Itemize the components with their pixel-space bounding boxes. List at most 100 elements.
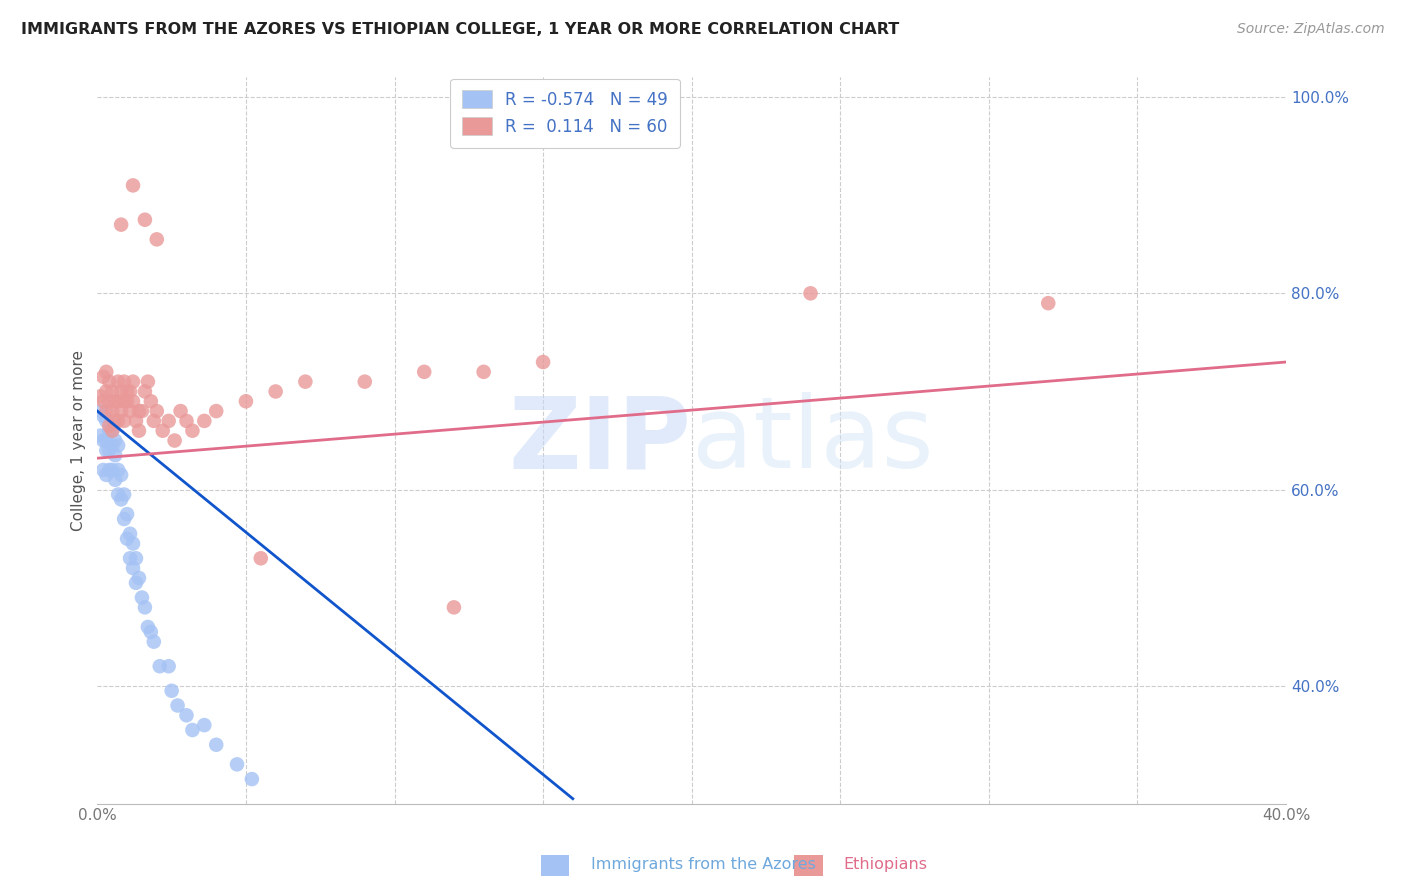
Point — [112, 512, 135, 526]
Point — [91, 434, 114, 448]
Point — [122, 375, 145, 389]
Point — [110, 404, 132, 418]
Point — [226, 757, 249, 772]
Point — [112, 375, 135, 389]
Point — [118, 404, 141, 418]
Point — [205, 738, 228, 752]
Point — [98, 418, 121, 433]
Point — [91, 394, 114, 409]
Point — [107, 394, 129, 409]
Point — [128, 404, 150, 418]
Point — [91, 463, 114, 477]
Point — [115, 532, 138, 546]
Point — [91, 409, 114, 423]
Point — [98, 394, 121, 409]
Point — [240, 772, 263, 786]
Point — [139, 624, 162, 639]
Point — [122, 536, 145, 550]
Point — [146, 404, 169, 418]
Point — [112, 487, 135, 501]
Point — [157, 659, 180, 673]
Point — [163, 434, 186, 448]
Point — [98, 463, 121, 477]
Point — [101, 438, 124, 452]
Point — [472, 365, 495, 379]
Text: IMMIGRANTS FROM THE AZORES VS ETHIOPIAN COLLEGE, 1 YEAR OR MORE CORRELATION CHAR: IMMIGRANTS FROM THE AZORES VS ETHIOPIAN … — [21, 22, 900, 37]
Point — [181, 723, 204, 737]
Point — [128, 571, 150, 585]
Point — [131, 591, 153, 605]
Text: ZIP: ZIP — [509, 392, 692, 489]
Point — [107, 463, 129, 477]
Point — [96, 365, 118, 379]
Point — [104, 473, 127, 487]
Point — [205, 404, 228, 418]
Point — [107, 375, 129, 389]
Text: Ethiopians: Ethiopians — [844, 857, 928, 872]
Point — [1038, 296, 1060, 310]
Point — [122, 394, 145, 409]
Point — [249, 551, 271, 566]
Point — [104, 448, 127, 462]
Point — [115, 394, 138, 409]
Point — [142, 634, 165, 648]
Point — [125, 575, 148, 590]
Point — [169, 404, 191, 418]
Y-axis label: College, 1 year or more: College, 1 year or more — [72, 350, 86, 531]
Point — [112, 394, 135, 409]
Point — [101, 424, 124, 438]
Point — [176, 414, 198, 428]
Point — [353, 375, 375, 389]
Point — [235, 394, 257, 409]
Point — [101, 463, 124, 477]
Legend: R = -0.574   N = 49, R =  0.114   N = 60: R = -0.574 N = 49, R = 0.114 N = 60 — [450, 78, 679, 147]
Point — [96, 434, 118, 448]
Point — [181, 424, 204, 438]
Point — [134, 212, 156, 227]
Point — [89, 389, 111, 403]
Point — [125, 414, 148, 428]
Point — [443, 600, 465, 615]
Point — [89, 404, 111, 418]
Point — [160, 683, 183, 698]
Text: Immigrants from the Azores: Immigrants from the Azores — [591, 857, 815, 872]
Point — [104, 434, 127, 448]
Point — [176, 708, 198, 723]
Text: Source: ZipAtlas.com: Source: ZipAtlas.com — [1237, 22, 1385, 37]
Point — [96, 404, 118, 418]
Point — [118, 384, 141, 399]
Point — [89, 428, 111, 442]
Point — [110, 467, 132, 482]
Point — [125, 551, 148, 566]
Point — [136, 620, 159, 634]
Point — [91, 369, 114, 384]
Point — [101, 404, 124, 418]
Point — [134, 384, 156, 399]
Point — [115, 384, 138, 399]
Point — [264, 384, 287, 399]
Point — [413, 365, 436, 379]
Point — [134, 600, 156, 615]
Point — [118, 551, 141, 566]
Point — [96, 384, 118, 399]
Point — [112, 414, 135, 428]
Point — [142, 414, 165, 428]
Point — [193, 414, 215, 428]
Point — [104, 414, 127, 428]
Point — [152, 424, 174, 438]
Point — [122, 561, 145, 575]
Point — [128, 424, 150, 438]
Point — [799, 286, 821, 301]
Point — [107, 487, 129, 501]
Point — [107, 438, 129, 452]
Point — [110, 384, 132, 399]
Point — [96, 467, 118, 482]
Point — [104, 394, 127, 409]
Point — [118, 526, 141, 541]
Point — [98, 443, 121, 458]
Point — [110, 492, 132, 507]
Point — [193, 718, 215, 732]
Point — [96, 443, 118, 458]
Point — [146, 232, 169, 246]
Point — [531, 355, 554, 369]
